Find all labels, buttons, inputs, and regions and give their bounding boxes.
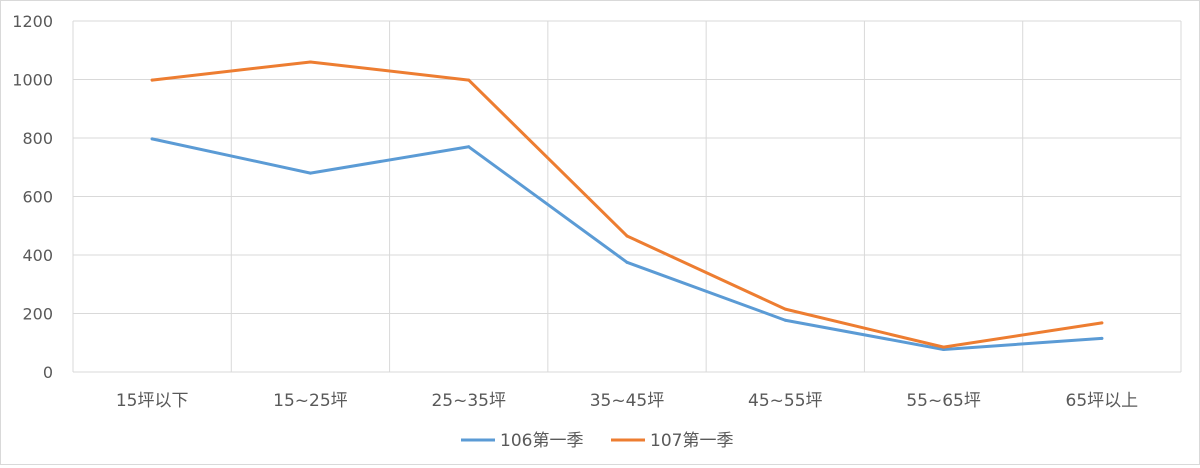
data-point-series-1 bbox=[150, 137, 154, 141]
y-tick-label: 1200 bbox=[12, 12, 53, 31]
y-tick-label: 400 bbox=[22, 246, 53, 265]
x-tick-label: 35~45坪 bbox=[590, 391, 665, 411]
series-line-1 bbox=[150, 137, 1104, 351]
y-tick-label: 0 bbox=[43, 363, 53, 382]
data-point-series-2 bbox=[308, 60, 312, 64]
data-point-series-1 bbox=[308, 171, 312, 175]
legend-label: 106第一季 bbox=[500, 431, 583, 451]
data-point-series-1 bbox=[625, 260, 629, 264]
data-point-series-2 bbox=[1100, 321, 1104, 325]
y-tick-label: 600 bbox=[22, 188, 53, 207]
x-tick-label: 55~65坪 bbox=[906, 391, 981, 411]
data-point-series-2 bbox=[942, 345, 946, 349]
y-tick-label: 800 bbox=[22, 129, 53, 148]
data-point-series-2 bbox=[150, 78, 154, 82]
x-tick-label: 15~25坪 bbox=[273, 391, 348, 411]
y-tick-label: 200 bbox=[22, 305, 53, 324]
x-tick-label: 45~55坪 bbox=[748, 391, 823, 411]
x-tick-label: 15坪以下 bbox=[116, 391, 189, 411]
series-line-2 bbox=[150, 60, 1104, 349]
data-point-series-2 bbox=[783, 307, 787, 311]
data-point-series-1 bbox=[1100, 336, 1104, 340]
legend-label: 107第一季 bbox=[650, 431, 733, 451]
data-point-series-2 bbox=[467, 78, 471, 82]
data-point-series-2 bbox=[625, 234, 629, 238]
x-tick-label: 25~35坪 bbox=[431, 391, 506, 411]
data-point-series-1 bbox=[467, 145, 471, 149]
data-point-series-1 bbox=[942, 347, 946, 351]
y-tick-label: 1000 bbox=[12, 71, 53, 90]
data-point-series-1 bbox=[783, 318, 787, 322]
x-tick-label: 65坪以上 bbox=[1066, 391, 1139, 411]
